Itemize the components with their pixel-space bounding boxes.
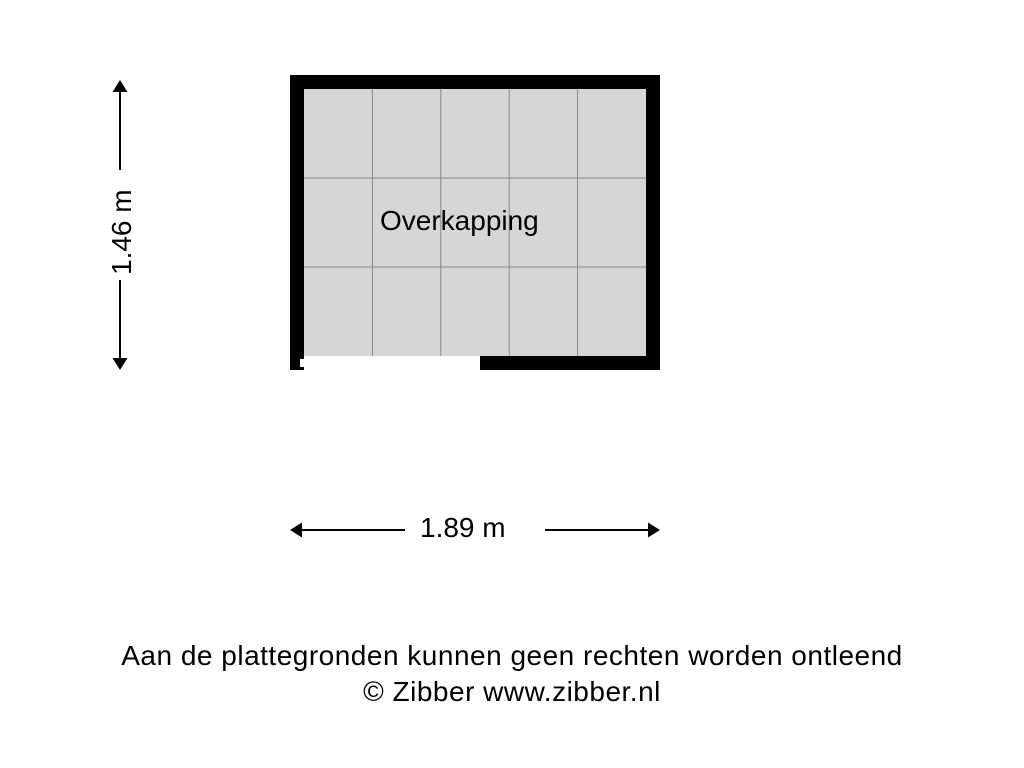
room-label: Overkapping — [380, 205, 539, 237]
dimension-vertical-label: 1.46 m — [106, 189, 138, 275]
floorplan-canvas: 1.46 m 1.89 m Overkapping Aan de platteg… — [0, 0, 1024, 768]
door-opening — [300, 359, 480, 367]
copyright-text: © Zibber www.zibber.nl — [0, 676, 1024, 708]
disclaimer-text: Aan de plattegronden kunnen geen rechten… — [0, 640, 1024, 672]
dimension-horizontal-label: 1.89 m — [420, 512, 506, 544]
